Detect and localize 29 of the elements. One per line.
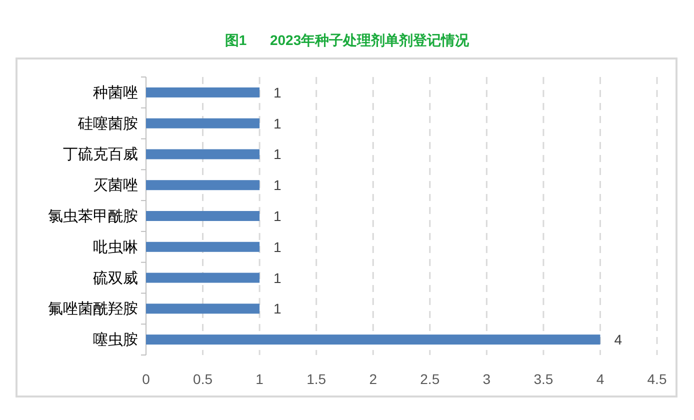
data-label: 1 — [274, 84, 282, 100]
data-label: 1 — [274, 270, 282, 286]
y-tick-label: 硫双威 — [93, 270, 138, 287]
data-label: 1 — [274, 115, 282, 132]
y-tick-label: 噻虫胺 — [93, 332, 138, 349]
x-tick-label: 3 — [482, 371, 491, 387]
data-label: 1 — [274, 208, 282, 224]
y-tick-label: 硅噻菌胺 — [77, 115, 138, 132]
data-label: 1 — [274, 146, 282, 162]
data-label: 1 — [274, 300, 282, 317]
y-tick-label: 吡虫啉 — [93, 238, 138, 256]
x-tick-label: 0.5 — [193, 371, 213, 387]
x-tick-label: 1.5 — [306, 371, 326, 387]
data-label: 4 — [614, 332, 622, 348]
data-label: 1 — [274, 238, 282, 255]
x-tick-label: 3.5 — [534, 371, 554, 387]
x-tick-label: 1 — [256, 371, 264, 387]
x-tick-label: 2 — [369, 371, 378, 387]
chart-title: 图1 2023年种子处理剂单剂登记情况 — [224, 32, 470, 48]
x-tick-label: 2.5 — [420, 371, 440, 387]
x-tick-label: 0 — [142, 371, 150, 387]
data-label: 1 — [274, 177, 282, 194]
y-tick-label: 丁硫克百威 — [63, 146, 138, 164]
y-tick-label: 氯虫苯甲酰胺 — [48, 208, 138, 225]
x-tick-label: 4.5 — [647, 371, 667, 387]
x-tick-label: 4 — [596, 371, 604, 387]
y-tick-label: 氟唑菌酰羟胺 — [48, 300, 138, 318]
y-tick-label: 灭菌唑 — [93, 177, 138, 194]
y-tick-label: 种菌唑 — [93, 84, 138, 102]
